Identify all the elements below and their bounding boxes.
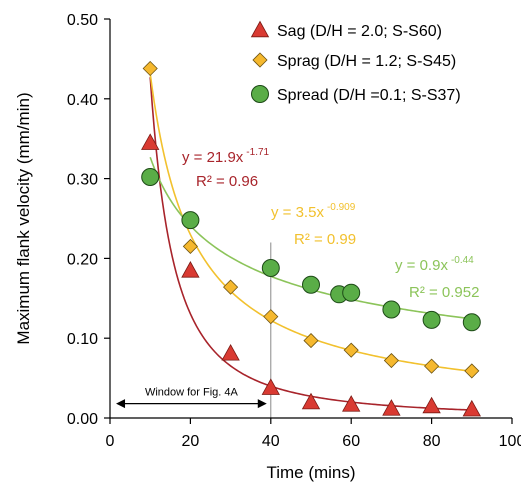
data-point-circle: [302, 275, 320, 294]
data-point-diamond: [142, 60, 158, 77]
marks-layer: [141, 20, 481, 417]
x-tick-label: 100: [499, 433, 521, 450]
fit-equation-circle: y = 0.9x -0.44: [395, 255, 474, 274]
data-point-circle: [141, 168, 160, 187]
data-point-diamond: [223, 279, 239, 295]
y-axis-label: Maximum flank velocity (mm/min): [14, 92, 33, 344]
data-point-triangle: [462, 399, 481, 417]
data-point-triangle: [301, 392, 321, 410]
y-tick-label: 0.50: [67, 12, 98, 29]
data-point-circle: [462, 313, 481, 332]
legend-marker-triangle: [250, 20, 270, 38]
data-point-diamond: [424, 358, 440, 374]
x-tick-label: 0: [106, 433, 115, 450]
data-point-triangle: [181, 261, 200, 278]
data-point-circle: [422, 310, 441, 329]
legend-label: Spread (D/H =0.1; S-S37): [277, 87, 461, 104]
annotation-layer: Window for Fig. 4A Sag (D/H = 2.0; S-S60)…: [145, 23, 480, 399]
data-point-triangle: [261, 378, 280, 395]
data-point-diamond: [303, 333, 319, 349]
fit-r2-diamond: R² = 0.99: [294, 231, 356, 248]
data-point-diamond: [182, 238, 198, 254]
y-tick-label: 0.30: [67, 172, 98, 189]
data-point-triangle: [221, 344, 240, 361]
data-point-triangle: [422, 396, 441, 414]
window-arrow-head-right: [257, 399, 267, 409]
y-tick-label: 0.40: [67, 92, 98, 109]
fit-equation-diamond: y = 3.5x -0.909: [271, 202, 356, 221]
legend-label: Sprag (D/H = 1.2; S-S45): [277, 53, 456, 70]
x-tick-label: 20: [182, 433, 200, 450]
data-point-diamond: [343, 342, 359, 358]
window-arrow-label: Window for Fig. 4A: [145, 387, 239, 399]
data-point-circle: [181, 211, 200, 230]
x-tick-label: 60: [342, 433, 360, 450]
data-point-triangle: [141, 133, 160, 150]
y-tick-label: 0.10: [67, 331, 98, 348]
window-arrow-head-left: [116, 399, 126, 409]
fit-r2-circle: R² = 0.952: [409, 284, 479, 301]
x-tick-label: 40: [262, 433, 280, 450]
data-point-diamond: [263, 309, 279, 325]
data-point-triangle: [382, 399, 401, 416]
y-tick-label: 0.20: [67, 251, 98, 268]
x-tick-label: 80: [423, 433, 441, 450]
fit-r2-triangle: R² = 0.96: [196, 173, 258, 190]
data-point-triangle: [342, 395, 361, 412]
data-point-circle: [342, 283, 361, 302]
x-axis-label: Time (mins): [266, 463, 355, 482]
data-point-circle: [382, 300, 401, 319]
data-point-diamond: [383, 352, 399, 369]
y-tick-label: 0.00: [67, 411, 98, 428]
legend-marker-circle: [251, 85, 269, 103]
data-point-circle: [261, 258, 280, 277]
legend-label: Sag (D/H = 2.0; S-S60): [277, 23, 442, 40]
axes-layer: 0.00 0.10 0.20 0.30 0.40 0.50 0 20 40 60 80 100 Time…: [14, 12, 521, 482]
fit-equation-triangle: y = 21.9x -1.71: [182, 147, 270, 166]
data-point-diamond: [464, 363, 480, 379]
legend-marker-diamond: [252, 52, 268, 68]
